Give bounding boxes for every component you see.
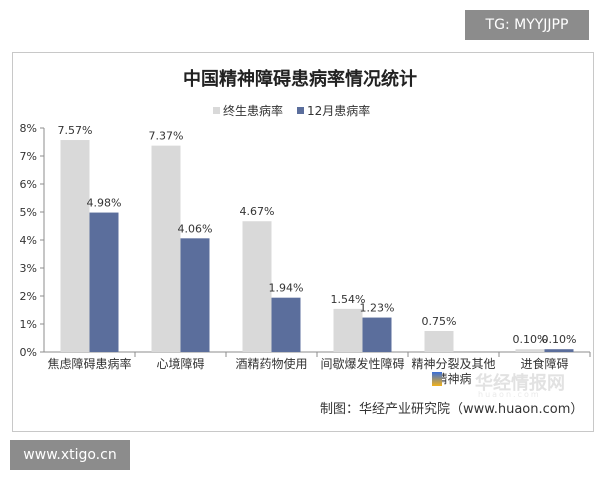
data-label: 1.23%: [360, 302, 395, 315]
x-tick-label: 心境障碍: [156, 356, 204, 371]
site-badge: www.xtigo.cn: [10, 440, 130, 470]
watermark-text: 华经情报网: [475, 373, 565, 394]
bar-lifetime: [242, 221, 272, 352]
bar-monthly: [362, 317, 392, 352]
data-label: 0.75%: [422, 315, 457, 328]
x-tick-label: 精神分裂及其他: [411, 357, 495, 371]
x-tick-label: 间歇爆发性障碍: [320, 356, 404, 371]
data-label: 4.06%: [178, 222, 213, 235]
watermark-subtext: huaon.com: [478, 390, 541, 399]
data-label: 7.57%: [58, 124, 93, 137]
y-tick-label: 6%: [20, 178, 37, 191]
y-tick-label: 5%: [20, 206, 37, 219]
watermark-logo-icon: [432, 372, 442, 386]
legend-item-monthly: 12月患病率: [297, 102, 370, 119]
y-tick-label: 7%: [20, 150, 37, 163]
bar-lifetime: [333, 308, 363, 352]
x-tick-label: 进食障碍: [520, 356, 568, 371]
bar-lifetime: [515, 349, 545, 352]
bar-monthly: [180, 238, 210, 352]
chart-title: 中国精神障碍患病率情况统计: [183, 69, 417, 90]
legend-swatch-monthly: [297, 107, 305, 114]
bar-monthly: [544, 349, 574, 352]
y-tick-label: 1%: [20, 318, 37, 331]
bar-lifetime: [60, 140, 90, 352]
bar-lifetime: [424, 331, 454, 352]
legend-label-monthly: 12月患病率: [307, 104, 371, 118]
data-label: 0.10%: [542, 333, 577, 346]
chart-credit: 制图：华经产业研究院（www.huaon.com）: [320, 402, 584, 417]
y-tick-label: 3%: [20, 262, 37, 275]
data-label: 4.67%: [240, 205, 275, 218]
data-label: 7.37%: [149, 130, 184, 143]
data-label: 0.10%: [513, 333, 548, 346]
y-tick-label: 4%: [20, 234, 37, 247]
data-label: 1.54%: [331, 293, 366, 306]
bar-lifetime: [151, 145, 181, 352]
legend-item-lifetime: 终生患病率: [213, 102, 283, 119]
bar-monthly: [271, 297, 301, 352]
data-label: 4.98%: [87, 197, 122, 210]
data-label: 1.94%: [269, 282, 304, 295]
y-tick-label: 8%: [20, 122, 37, 135]
bar-monthly: [89, 212, 119, 352]
x-tick-label: 酒精药物使用: [235, 356, 307, 371]
legend-swatch-lifetime: [213, 107, 220, 114]
y-tick-label: 2%: [20, 290, 37, 303]
x-tick-label: 焦虑障碍患病率: [47, 356, 131, 371]
tg-badge: TG: MYYJJPP: [465, 10, 589, 40]
x-tick-label: 精神病: [435, 371, 471, 386]
legend-label-lifetime: 终生患病率: [223, 104, 284, 118]
y-tick-label: 0%: [20, 346, 37, 359]
chart-legend: 终生患病率 12月患病率: [213, 102, 378, 119]
